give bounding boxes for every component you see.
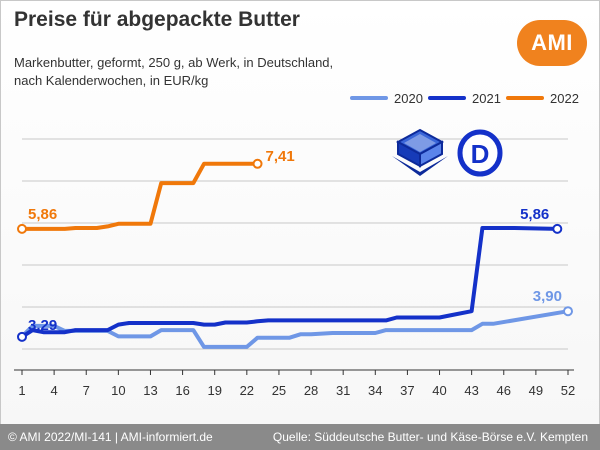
series: [17, 158, 573, 349]
legend: 2020 2021 2022: [350, 91, 579, 106]
x-tick-label: 19: [207, 383, 221, 398]
x-tick-label: 7: [83, 383, 90, 398]
legend-label-2022: 2022: [550, 91, 579, 106]
x-tick-label: 34: [368, 383, 382, 398]
x-tick-label: 43: [464, 383, 478, 398]
subtitle-line-1: Markenbutter, geformt, 250 g, ab Werk, i…: [14, 55, 334, 70]
data-label-2021: 3,29: [28, 317, 57, 334]
footer-bar: © AMI 2022/MI-141 | AMI-informiert.de Qu…: [0, 424, 600, 450]
x-tick-label: 46: [497, 383, 511, 398]
chart-frame: [0, 0, 600, 425]
series-marker-2022: [17, 223, 27, 234]
x-tick-label: 13: [143, 383, 157, 398]
legend-label-2020: 2020: [394, 91, 423, 106]
line-chart: 1 4 7 10 13 16 19 22 25 28 31 34 37 40 43 46 49 52 D 3,90…: [14, 91, 579, 398]
data-label-2022: 5,86: [28, 206, 57, 223]
series-marker-2020: [563, 306, 573, 317]
x-tick-label: 10: [111, 383, 125, 398]
legend-label-2021: 2021: [472, 91, 501, 106]
badge-letter: D: [471, 139, 490, 169]
x-tick-label: 1: [18, 383, 25, 398]
butter-block-icon: [392, 128, 448, 176]
data-labels: 3,90 3,29 5,86 5,86 7,41: [28, 148, 562, 334]
ami-logo: AMI: [517, 20, 587, 66]
data-label-2021: 5,86: [520, 206, 549, 223]
germany-badge-icon: D: [457, 129, 503, 177]
x-tick-label: 25: [272, 383, 286, 398]
x-axis: 1 4 7 10 13 16 19 22 25 28 31 34 37 40 43 46 49 52: [14, 369, 575, 398]
x-tick-label: 22: [240, 383, 254, 398]
series-line-2021: [20, 226, 560, 339]
footer-copyright: © AMI 2022/MI-141 | AMI-informiert.de: [8, 430, 213, 444]
x-tick-label: 4: [51, 383, 58, 398]
data-label-2022: 7,41: [266, 148, 295, 165]
x-tick-label: 16: [175, 383, 189, 398]
chart-subtitle: Markenbutter, geformt, 250 g, ab Werk, i…: [14, 54, 414, 90]
series-line-2022: [20, 161, 260, 231]
footer-source: Quelle: Süddeutsche Butter- und Käse-Bör…: [272, 430, 588, 444]
data-label-2020: 3,90: [533, 288, 562, 305]
x-tick-label: 49: [529, 383, 543, 398]
x-tick-label: 31: [336, 383, 350, 398]
subtitle-line-2: nach Kalenderwochen, in EUR/kg: [14, 73, 209, 88]
series-marker-2021: [17, 331, 27, 342]
x-tick-label: 37: [400, 383, 414, 398]
x-tick-label: 40: [432, 383, 446, 398]
series-marker-2021: [552, 223, 563, 234]
chart-title: Preise für abgepackte Butter: [14, 8, 300, 31]
x-tick-label: 28: [304, 383, 318, 398]
series-marker-2022: [252, 158, 263, 169]
x-tick-label: 52: [561, 383, 575, 398]
